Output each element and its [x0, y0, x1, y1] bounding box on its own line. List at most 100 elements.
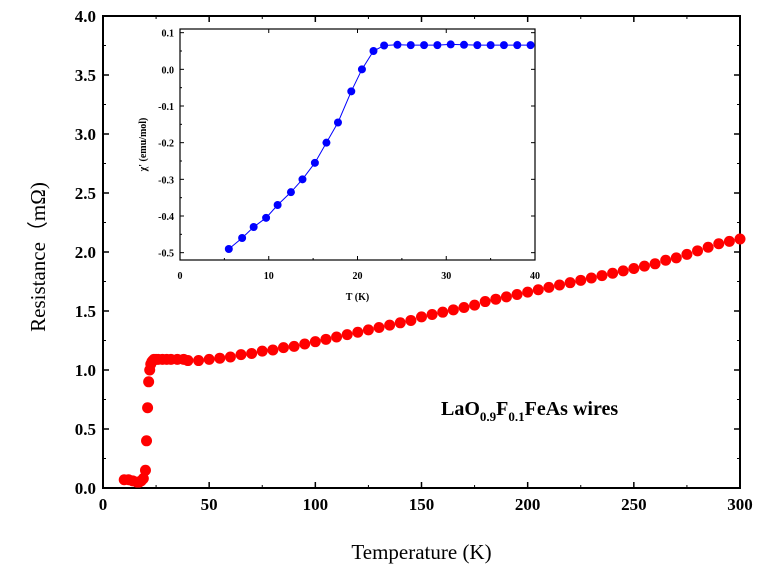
- main-data-point: [224, 351, 236, 363]
- main-data-point: [554, 279, 566, 291]
- inset-data-point: [446, 40, 455, 49]
- main-data-point: [702, 241, 714, 253]
- sample-annotation: LaO0.9F0.1FeAs wires: [441, 398, 618, 424]
- inset-data-point: [513, 41, 522, 50]
- main-data-point: [142, 402, 154, 414]
- inset-data-point: [433, 41, 442, 50]
- inset-y-tick-label: -0.4: [158, 212, 174, 223]
- inset-x-tick-label: 20: [353, 271, 363, 282]
- main-data-point: [309, 336, 321, 348]
- main-data-point: [638, 260, 650, 272]
- inset-series: [224, 40, 535, 253]
- inset-data-point: [347, 87, 356, 96]
- main-x-tick-label: 150: [409, 495, 435, 514]
- main-data-point: [628, 263, 640, 275]
- inset-data-point: [224, 245, 233, 253]
- main-data-point: [607, 267, 619, 279]
- main-data-point: [405, 314, 417, 326]
- inset-x-tick-label: 40: [530, 271, 540, 282]
- main-data-point: [331, 331, 343, 343]
- main-data-point: [511, 288, 523, 300]
- main-data-point: [660, 254, 672, 266]
- main-y-tick-label: 1.0: [75, 361, 96, 380]
- main-data-point: [575, 274, 587, 286]
- main-data-point: [734, 233, 746, 245]
- main-series: [118, 233, 746, 488]
- inset-data-point: [262, 213, 271, 222]
- inset-data-point: [393, 40, 402, 49]
- main-x-tick-label: 200: [515, 495, 541, 514]
- inset-y-tick-label: -0.1: [158, 102, 174, 113]
- main-data-point: [713, 238, 725, 250]
- main-data-point: [543, 281, 555, 293]
- main-data-point: [203, 353, 215, 365]
- main-data-point: [394, 317, 406, 329]
- main-y-axis-title: Resistance（mΩ): [26, 182, 50, 332]
- main-data-point: [670, 252, 682, 264]
- main-y-tick-label: 2.5: [75, 184, 96, 203]
- inset-plot-frame: [179, 28, 536, 261]
- main-data-point: [214, 352, 226, 364]
- main-x-tick-label: 0: [99, 495, 108, 514]
- annotation-text: LaO: [441, 398, 480, 420]
- main-data-point: [437, 306, 449, 318]
- main-data-point: [723, 235, 735, 247]
- inset-y-tick-label: -0.5: [158, 249, 174, 260]
- main-y-tick-label: 4.0: [75, 7, 96, 26]
- main-y-tick-label: 3.5: [75, 66, 96, 85]
- inset-data-point: [473, 41, 482, 50]
- main-data-point: [137, 473, 149, 485]
- main-data-point: [458, 301, 470, 313]
- annotation-subscript: 0.1: [508, 409, 524, 424]
- main-data-point: [267, 344, 279, 356]
- inset-x-tick-label: 10: [264, 271, 274, 282]
- main-y-tick-label: 0.0: [75, 479, 96, 498]
- annotation-subscript: 0.9: [480, 409, 497, 424]
- main-data-point: [522, 286, 534, 298]
- main-data-point: [182, 355, 194, 367]
- inset-data-point: [369, 47, 378, 55]
- inset-data-point: [460, 40, 468, 49]
- main-data-point: [469, 299, 481, 311]
- inset-data-point: [486, 41, 495, 50]
- inset-data-point: [499, 41, 508, 50]
- main-data-point: [617, 265, 629, 277]
- inset-data-point: [249, 223, 258, 231]
- inset-data-point: [322, 138, 331, 147]
- main-data-point: [373, 322, 385, 334]
- main-data-point: [299, 338, 311, 350]
- inset-y-tick-label: -0.2: [158, 139, 174, 150]
- inset-data-point: [298, 175, 307, 184]
- main-x-tick-label: 100: [303, 495, 329, 514]
- inset-x-axis-title: T (K): [346, 292, 369, 303]
- main-data-point: [416, 311, 427, 323]
- main-x-axis-title: Temperature (K): [351, 540, 491, 564]
- main-data-point: [479, 296, 491, 308]
- main-x-tick-label: 250: [621, 495, 647, 514]
- inset-data-point: [406, 41, 415, 50]
- main-data-point: [246, 347, 258, 359]
- main-data-point: [692, 245, 704, 257]
- main-y-tick-label: 0.5: [75, 420, 96, 439]
- inset-y-tick-label: -0.3: [158, 175, 174, 186]
- main-data-point: [141, 435, 153, 447]
- inset-data-point: [286, 188, 295, 197]
- inset-y-tick-label: 0.1: [162, 29, 175, 40]
- main-data-point: [235, 349, 247, 361]
- inset-x-tick-label: 30: [441, 271, 451, 282]
- main-x-tick-label: 50: [201, 495, 218, 514]
- main-data-point: [681, 248, 693, 260]
- inset-data-point: [310, 158, 319, 167]
- main-x-tick-label: 300: [727, 495, 753, 514]
- main-data-point: [193, 355, 205, 367]
- main-y-tick-label: 2.0: [75, 243, 96, 262]
- main-data-point: [426, 309, 438, 321]
- main-data-point: [320, 333, 332, 345]
- inset-data-point: [333, 118, 342, 127]
- annotation-text: FeAs wires: [525, 398, 619, 420]
- main-data-point: [532, 284, 544, 296]
- inset-x-tick-label: 0: [178, 271, 183, 282]
- inset-data-point: [238, 234, 247, 242]
